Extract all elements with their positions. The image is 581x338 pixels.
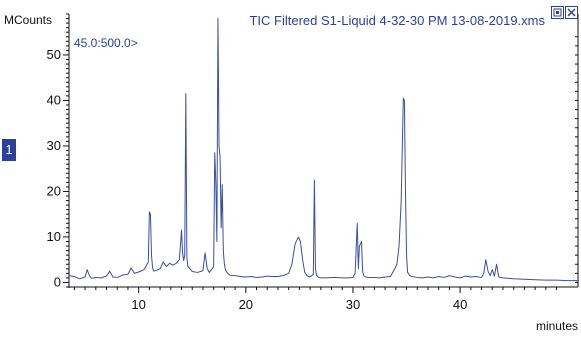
- tick-labels: 0 10 20 30 40 50 10 20 30 40: [47, 47, 468, 312]
- y-tick-label: 30: [47, 138, 61, 153]
- y-tick-label: 10: [47, 229, 61, 244]
- y-tick-label: 40: [47, 92, 61, 107]
- ion-range-annotation: 45.0:500.0>: [74, 36, 138, 50]
- trace-number-badge[interactable]: 1: [2, 139, 16, 161]
- y-axis-label: MCounts: [4, 13, 52, 27]
- x-tick-label: 40: [453, 297, 467, 312]
- x-tick-label: 10: [131, 297, 145, 312]
- y-tick-label: 50: [47, 47, 61, 62]
- tic-trace: [68, 18, 578, 282]
- x-tick-label: 20: [239, 297, 253, 312]
- close-icon[interactable]: [565, 6, 578, 19]
- x-axis-label: minutes: [536, 319, 578, 333]
- y-tick-label: 0: [54, 274, 61, 289]
- restore-icon[interactable]: [551, 6, 564, 19]
- x-tick-label: 30: [346, 297, 360, 312]
- chart-title: TIC Filtered S1-Liquid 4-32-30 PM 13-08-…: [249, 13, 545, 28]
- axes: [63, 13, 579, 293]
- y-tick-label: 20: [47, 183, 61, 198]
